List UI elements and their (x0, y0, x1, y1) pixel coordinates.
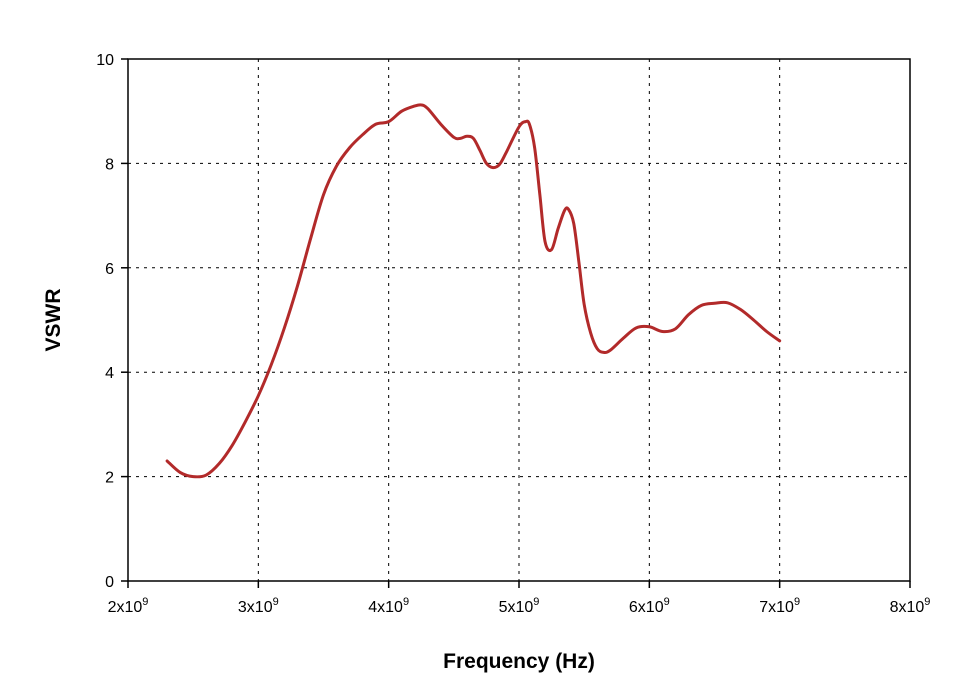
y-tick-label: 0 (105, 574, 114, 591)
x-tick-label: 5x109 (499, 596, 540, 616)
x-axis-title: Frequency (Hz) (443, 650, 595, 673)
x-tick-label: 3x109 (238, 596, 279, 616)
series-group (165, 103, 782, 479)
y-tick-label: 6 (105, 261, 114, 278)
x-tick-label: 6x109 (629, 596, 670, 616)
x-tick-label: 7x109 (759, 596, 800, 616)
y-tick-label: 8 (105, 156, 114, 173)
axis-ticks (121, 58, 911, 588)
x-tick-labels: 2x109 3x109 4x109 5x109 6x109 7x109 8x109 (108, 596, 931, 616)
plot-frame (127, 58, 911, 582)
y-tick-label: 10 (96, 52, 114, 69)
y-tick-label: 4 (105, 365, 114, 382)
y-axis-title: VSWR (42, 289, 65, 352)
y-tick-labels: 0 2 4 6 8 10 (96, 52, 114, 591)
y-tick-label: 2 (105, 470, 114, 487)
vswr-series-line (165, 103, 782, 479)
x-tick-label: 8x109 (890, 596, 931, 616)
x-tick-label: 2x109 (108, 596, 149, 616)
x-tick-label: 4x109 (368, 596, 409, 616)
grid-lines (128, 59, 910, 581)
